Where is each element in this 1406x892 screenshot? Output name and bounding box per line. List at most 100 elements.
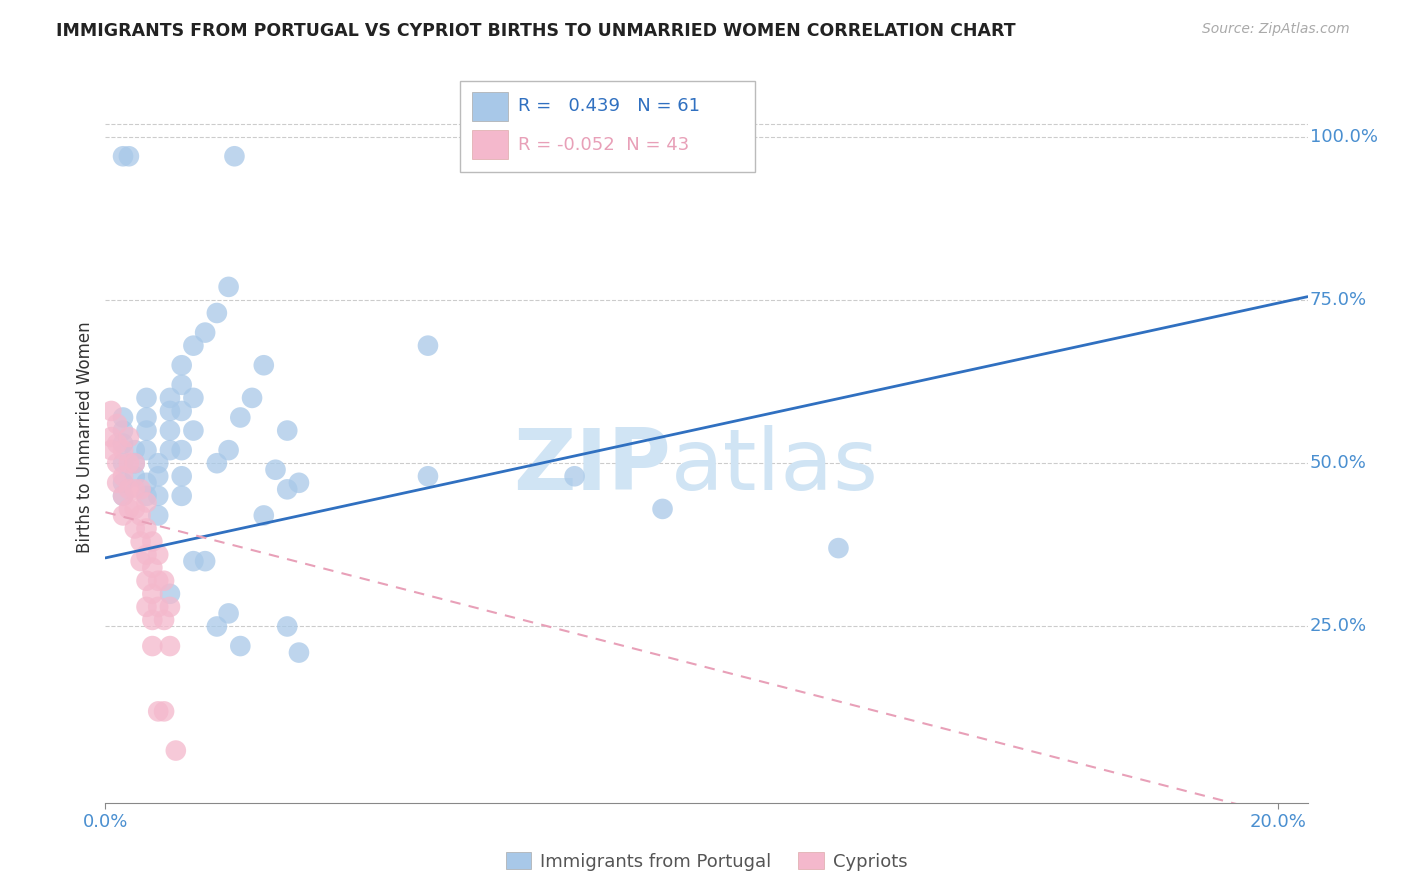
Point bbox=[141, 613, 163, 627]
Point bbox=[148, 548, 170, 562]
Point bbox=[124, 483, 146, 497]
Point bbox=[159, 599, 181, 614]
Point bbox=[105, 475, 128, 490]
Point bbox=[183, 391, 205, 405]
Point bbox=[129, 508, 152, 523]
Point bbox=[564, 469, 586, 483]
Point bbox=[183, 424, 205, 438]
Point bbox=[416, 469, 439, 483]
Point bbox=[135, 599, 157, 614]
Point bbox=[148, 508, 170, 523]
Point bbox=[153, 574, 176, 588]
Point bbox=[100, 443, 122, 458]
Point bbox=[141, 639, 163, 653]
Point bbox=[170, 358, 193, 372]
Point bbox=[240, 391, 263, 405]
Text: 25.0%: 25.0% bbox=[1310, 617, 1367, 635]
Point bbox=[183, 339, 205, 353]
Text: R =   0.439   N = 61: R = 0.439 N = 61 bbox=[517, 97, 700, 115]
Text: IMMIGRANTS FROM PORTUGAL VS CYPRIOT BIRTHS TO UNMARRIED WOMEN CORRELATION CHART: IMMIGRANTS FROM PORTUGAL VS CYPRIOT BIRT… bbox=[56, 22, 1017, 40]
Point bbox=[118, 483, 141, 497]
Point bbox=[141, 534, 163, 549]
Point bbox=[112, 149, 135, 163]
Point bbox=[105, 456, 128, 470]
Point bbox=[170, 377, 193, 392]
Point bbox=[112, 469, 135, 483]
Point bbox=[129, 483, 152, 497]
Point bbox=[253, 508, 276, 523]
Point bbox=[276, 424, 298, 438]
Point bbox=[105, 436, 128, 450]
Point bbox=[148, 574, 170, 588]
Point bbox=[129, 534, 152, 549]
Point bbox=[416, 339, 439, 353]
Point bbox=[153, 705, 176, 719]
Point bbox=[159, 639, 181, 653]
Point bbox=[118, 149, 141, 163]
Point bbox=[100, 430, 122, 444]
Point bbox=[194, 554, 217, 568]
Point bbox=[124, 502, 146, 516]
Point bbox=[159, 424, 181, 438]
Point bbox=[112, 489, 135, 503]
Point bbox=[124, 456, 146, 470]
Point bbox=[165, 743, 187, 757]
Point bbox=[159, 587, 181, 601]
Point bbox=[229, 410, 252, 425]
Point bbox=[135, 424, 157, 438]
Point bbox=[224, 149, 246, 163]
Point bbox=[118, 430, 141, 444]
Point bbox=[135, 574, 157, 588]
Point bbox=[170, 443, 193, 458]
Point bbox=[124, 456, 146, 470]
Point bbox=[124, 521, 146, 535]
Point bbox=[159, 404, 181, 418]
Point bbox=[205, 619, 228, 633]
Point bbox=[159, 391, 181, 405]
Point bbox=[112, 436, 135, 450]
Point bbox=[170, 404, 193, 418]
Point bbox=[229, 639, 252, 653]
Point bbox=[288, 646, 311, 660]
Text: ZIP: ZIP bbox=[513, 425, 671, 508]
Point bbox=[170, 489, 193, 503]
Point bbox=[276, 619, 298, 633]
Point bbox=[135, 489, 157, 503]
Point bbox=[112, 424, 135, 438]
Point bbox=[651, 502, 673, 516]
Point bbox=[118, 502, 141, 516]
Point bbox=[112, 489, 135, 503]
Text: 50.0%: 50.0% bbox=[1310, 454, 1367, 472]
Text: 100.0%: 100.0% bbox=[1310, 128, 1378, 145]
Point bbox=[112, 443, 135, 458]
Point bbox=[253, 358, 276, 372]
Text: atlas: atlas bbox=[671, 425, 879, 508]
Point bbox=[112, 475, 135, 490]
Point bbox=[183, 554, 205, 568]
Point bbox=[135, 410, 157, 425]
Point bbox=[264, 463, 287, 477]
Y-axis label: Births to Unmarried Women: Births to Unmarried Women bbox=[76, 321, 94, 553]
Text: R = -0.052  N = 43: R = -0.052 N = 43 bbox=[517, 136, 689, 153]
FancyBboxPatch shape bbox=[460, 81, 755, 172]
Point bbox=[288, 475, 311, 490]
Text: Source: ZipAtlas.com: Source: ZipAtlas.com bbox=[1202, 22, 1350, 37]
Point bbox=[218, 280, 240, 294]
Point bbox=[124, 469, 146, 483]
Point bbox=[105, 417, 128, 431]
Point bbox=[194, 326, 217, 340]
Point bbox=[148, 705, 170, 719]
Point bbox=[129, 554, 152, 568]
Point bbox=[205, 456, 228, 470]
Point bbox=[218, 607, 240, 621]
Point bbox=[141, 587, 163, 601]
Point bbox=[100, 404, 122, 418]
Point bbox=[124, 443, 146, 458]
Point bbox=[135, 443, 157, 458]
Point bbox=[276, 483, 298, 497]
Point bbox=[141, 560, 163, 574]
Point bbox=[153, 613, 176, 627]
Point bbox=[148, 489, 170, 503]
Point bbox=[135, 475, 157, 490]
Point bbox=[135, 391, 157, 405]
